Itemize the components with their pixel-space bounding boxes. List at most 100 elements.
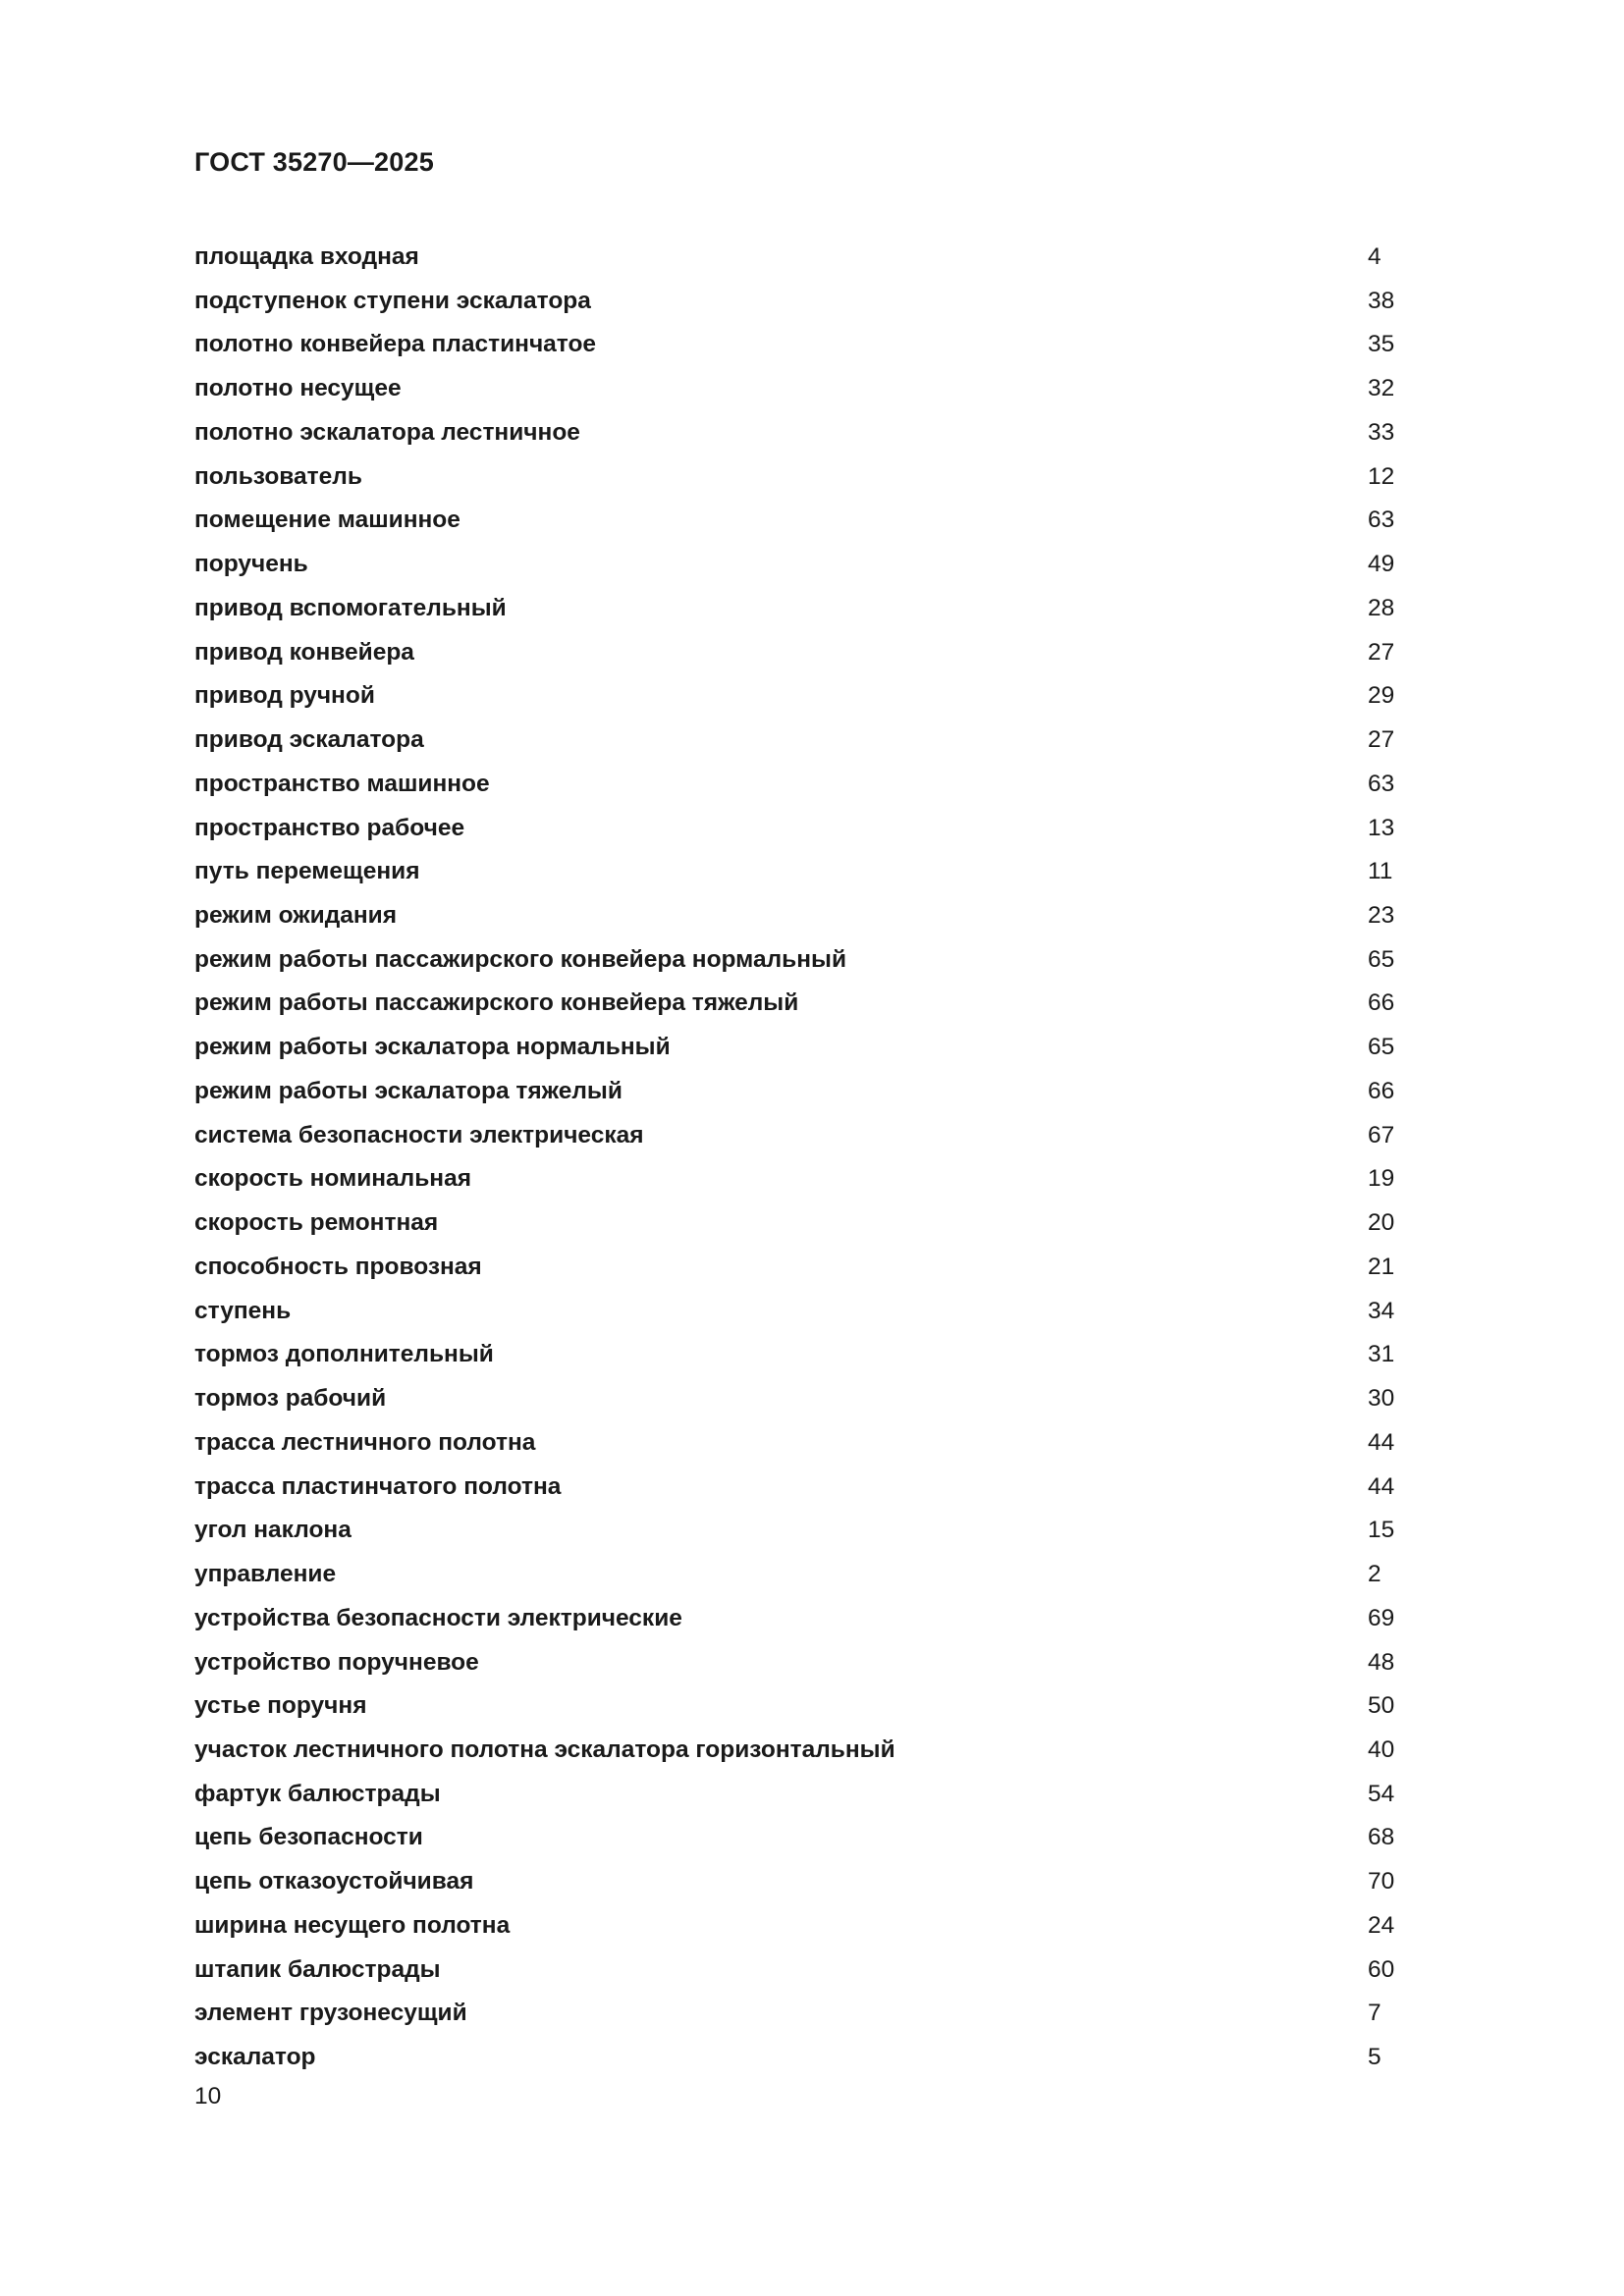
index-reference-number: 68 (1368, 1824, 1395, 1851)
index-reference-number: 23 (1368, 902, 1395, 930)
index-term: штапик балюстрады (194, 1955, 441, 1983)
index-reference-number: 12 (1368, 462, 1395, 490)
index-term: привод ручной (194, 682, 375, 710)
index-entry: пространство рабочее 13 (194, 807, 1412, 851)
index-entry: тормоз рабочий 30 (194, 1377, 1412, 1421)
index-term: угол наклона (194, 1517, 352, 1544)
index-term: устье поручня (194, 1692, 367, 1720)
index-entry: участок лестничного полотна эскалатора г… (194, 1729, 1412, 1773)
index-term: устройства безопасности электрические (194, 1604, 682, 1631)
index-entry: режим ожидания 23 (194, 894, 1412, 938)
index-term: скорость ремонтная (194, 1209, 439, 1237)
index-term: пользователь (194, 462, 362, 490)
index-entry: эскалатор 5 (194, 2036, 1412, 2080)
index-entry: пространство машинное 63 (194, 763, 1412, 807)
index-reference-number: 33 (1368, 418, 1395, 446)
index-term: скорость номинальная (194, 1165, 472, 1193)
index-term: эскалатор (194, 2044, 316, 2071)
index-reference-number: 63 (1368, 507, 1395, 534)
index-reference-number: 48 (1368, 1648, 1395, 1676)
index-reference-number: 7 (1368, 2000, 1381, 2027)
index-term: ступень (194, 1297, 292, 1324)
index-entry: помещение машинное 63 (194, 499, 1412, 543)
index-entry: штапик балюстрады 60 (194, 1949, 1412, 1993)
index-entry: режим работы эскалатора нормальный 65 (194, 1026, 1412, 1070)
index-term: режим работы пассажирского конвейера нор… (194, 945, 847, 973)
index-reference-number: 69 (1368, 1604, 1395, 1631)
index-reference-number: 67 (1368, 1121, 1395, 1148)
index-term: элемент грузонесущий (194, 2000, 467, 2027)
index-entry: скорость ремонтная 20 (194, 1201, 1412, 1246)
index-term: устройство поручневое (194, 1648, 479, 1676)
index-entry: устье поручня 50 (194, 1684, 1412, 1729)
index-entry: ширина несущего полотна 24 (194, 1904, 1412, 1949)
index-reference-number: 63 (1368, 770, 1395, 797)
index-entry: режим работы пассажирского конвейера тяж… (194, 982, 1412, 1026)
index-term: полотно конвейера пластинчатое (194, 331, 597, 358)
index-reference-number: 20 (1368, 1209, 1395, 1237)
index-entry: площадка входная 4 (194, 236, 1412, 280)
index-entry: устройства безопасности электрические 69 (194, 1597, 1412, 1641)
index-entry: режим работы пассажирского конвейера нор… (194, 938, 1412, 983)
index-entry: привод конвейера 27 (194, 631, 1412, 675)
index-entry: привод вспомогательный 28 (194, 587, 1412, 631)
index-reference-number: 70 (1368, 1868, 1395, 1896)
index-entry: ступень 34 (194, 1290, 1412, 1334)
index-reference-number: 35 (1368, 331, 1395, 358)
index-entry: тормоз дополнительный 31 (194, 1333, 1412, 1377)
index-term: помещение машинное (194, 507, 460, 534)
index-term: подступенок ступени эскалатора (194, 287, 591, 314)
index-entry: система безопасности электрическая 67 (194, 1114, 1412, 1158)
index-reference-number: 40 (1368, 1735, 1395, 1763)
index-entry: полотно конвейера пластинчатое 35 (194, 323, 1412, 367)
document-header: ГОСТ 35270—2025 (194, 147, 434, 177)
index-reference-number: 66 (1368, 1077, 1395, 1104)
index-reference-number: 2 (1368, 1561, 1381, 1588)
index-entry: способность провозная 21 (194, 1246, 1412, 1290)
index-entry: устройство поручневое 48 (194, 1641, 1412, 1685)
index-term: трасса пластинчатого полотна (194, 1472, 562, 1500)
index-entry: подступенок ступени эскалатора 38 (194, 280, 1412, 324)
index-reference-number: 49 (1368, 551, 1395, 578)
index-term: тормоз рабочий (194, 1385, 387, 1413)
index-reference-number: 24 (1368, 1911, 1395, 1939)
index-term: участок лестничного полотна эскалатора г… (194, 1735, 895, 1763)
index-entry: цепь отказоустойчивая 70 (194, 1860, 1412, 1904)
page-number: 10 (194, 2083, 222, 2109)
index-term: режим работы эскалатора тяжелый (194, 1077, 623, 1104)
index-term: полотно несущее (194, 375, 402, 402)
index-reference-number: 11 (1368, 858, 1393, 885)
index-reference-number: 13 (1368, 814, 1395, 841)
index-term: привод конвейера (194, 638, 414, 666)
index-entry: полотно несущее 32 (194, 367, 1412, 411)
index-term: привод вспомогательный (194, 594, 507, 621)
index-entry: фартук балюстрады 54 (194, 1773, 1412, 1817)
index-reference-number: 54 (1368, 1780, 1395, 1807)
index-entry: полотно эскалатора лестничное 33 (194, 411, 1412, 455)
index-reference-number: 60 (1368, 1955, 1395, 1983)
index-term: ширина несущего полотна (194, 1911, 511, 1939)
index-reference-number: 21 (1368, 1253, 1395, 1280)
index-reference-number: 34 (1368, 1297, 1395, 1324)
index-term: путь перемещения (194, 858, 420, 885)
index-term: система безопасности электрическая (194, 1121, 644, 1148)
index-term: привод эскалатора (194, 726, 424, 754)
index-reference-number: 44 (1368, 1472, 1395, 1500)
index-entry: трасса пластинчатого полотна 44 (194, 1466, 1412, 1510)
index-reference-number: 27 (1368, 726, 1395, 754)
index-term: трасса лестничного полотна (194, 1428, 536, 1456)
index-reference-number: 66 (1368, 989, 1395, 1017)
index-reference-number: 38 (1368, 287, 1395, 314)
index-reference-number: 15 (1368, 1517, 1395, 1544)
index-term: способность провозная (194, 1253, 482, 1280)
index-reference-number: 32 (1368, 375, 1395, 402)
index-reference-number: 29 (1368, 682, 1395, 710)
index-entry: привод эскалатора 27 (194, 719, 1412, 763)
index-reference-number: 19 (1368, 1165, 1395, 1193)
index-entry: скорость номинальная 19 (194, 1157, 1412, 1201)
index-reference-number: 5 (1368, 2044, 1381, 2071)
index-term: режим работы эскалатора нормальный (194, 1034, 671, 1061)
index-entry: управление 2 (194, 1553, 1412, 1597)
index-entry: привод ручной 29 (194, 674, 1412, 719)
alphabetical-index: площадка входная 4 подступенок ступени эск… (194, 236, 1412, 2080)
